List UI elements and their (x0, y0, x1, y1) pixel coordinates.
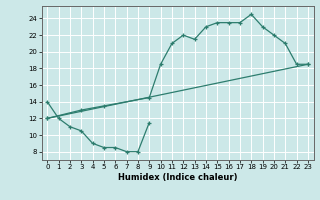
X-axis label: Humidex (Indice chaleur): Humidex (Indice chaleur) (118, 173, 237, 182)
